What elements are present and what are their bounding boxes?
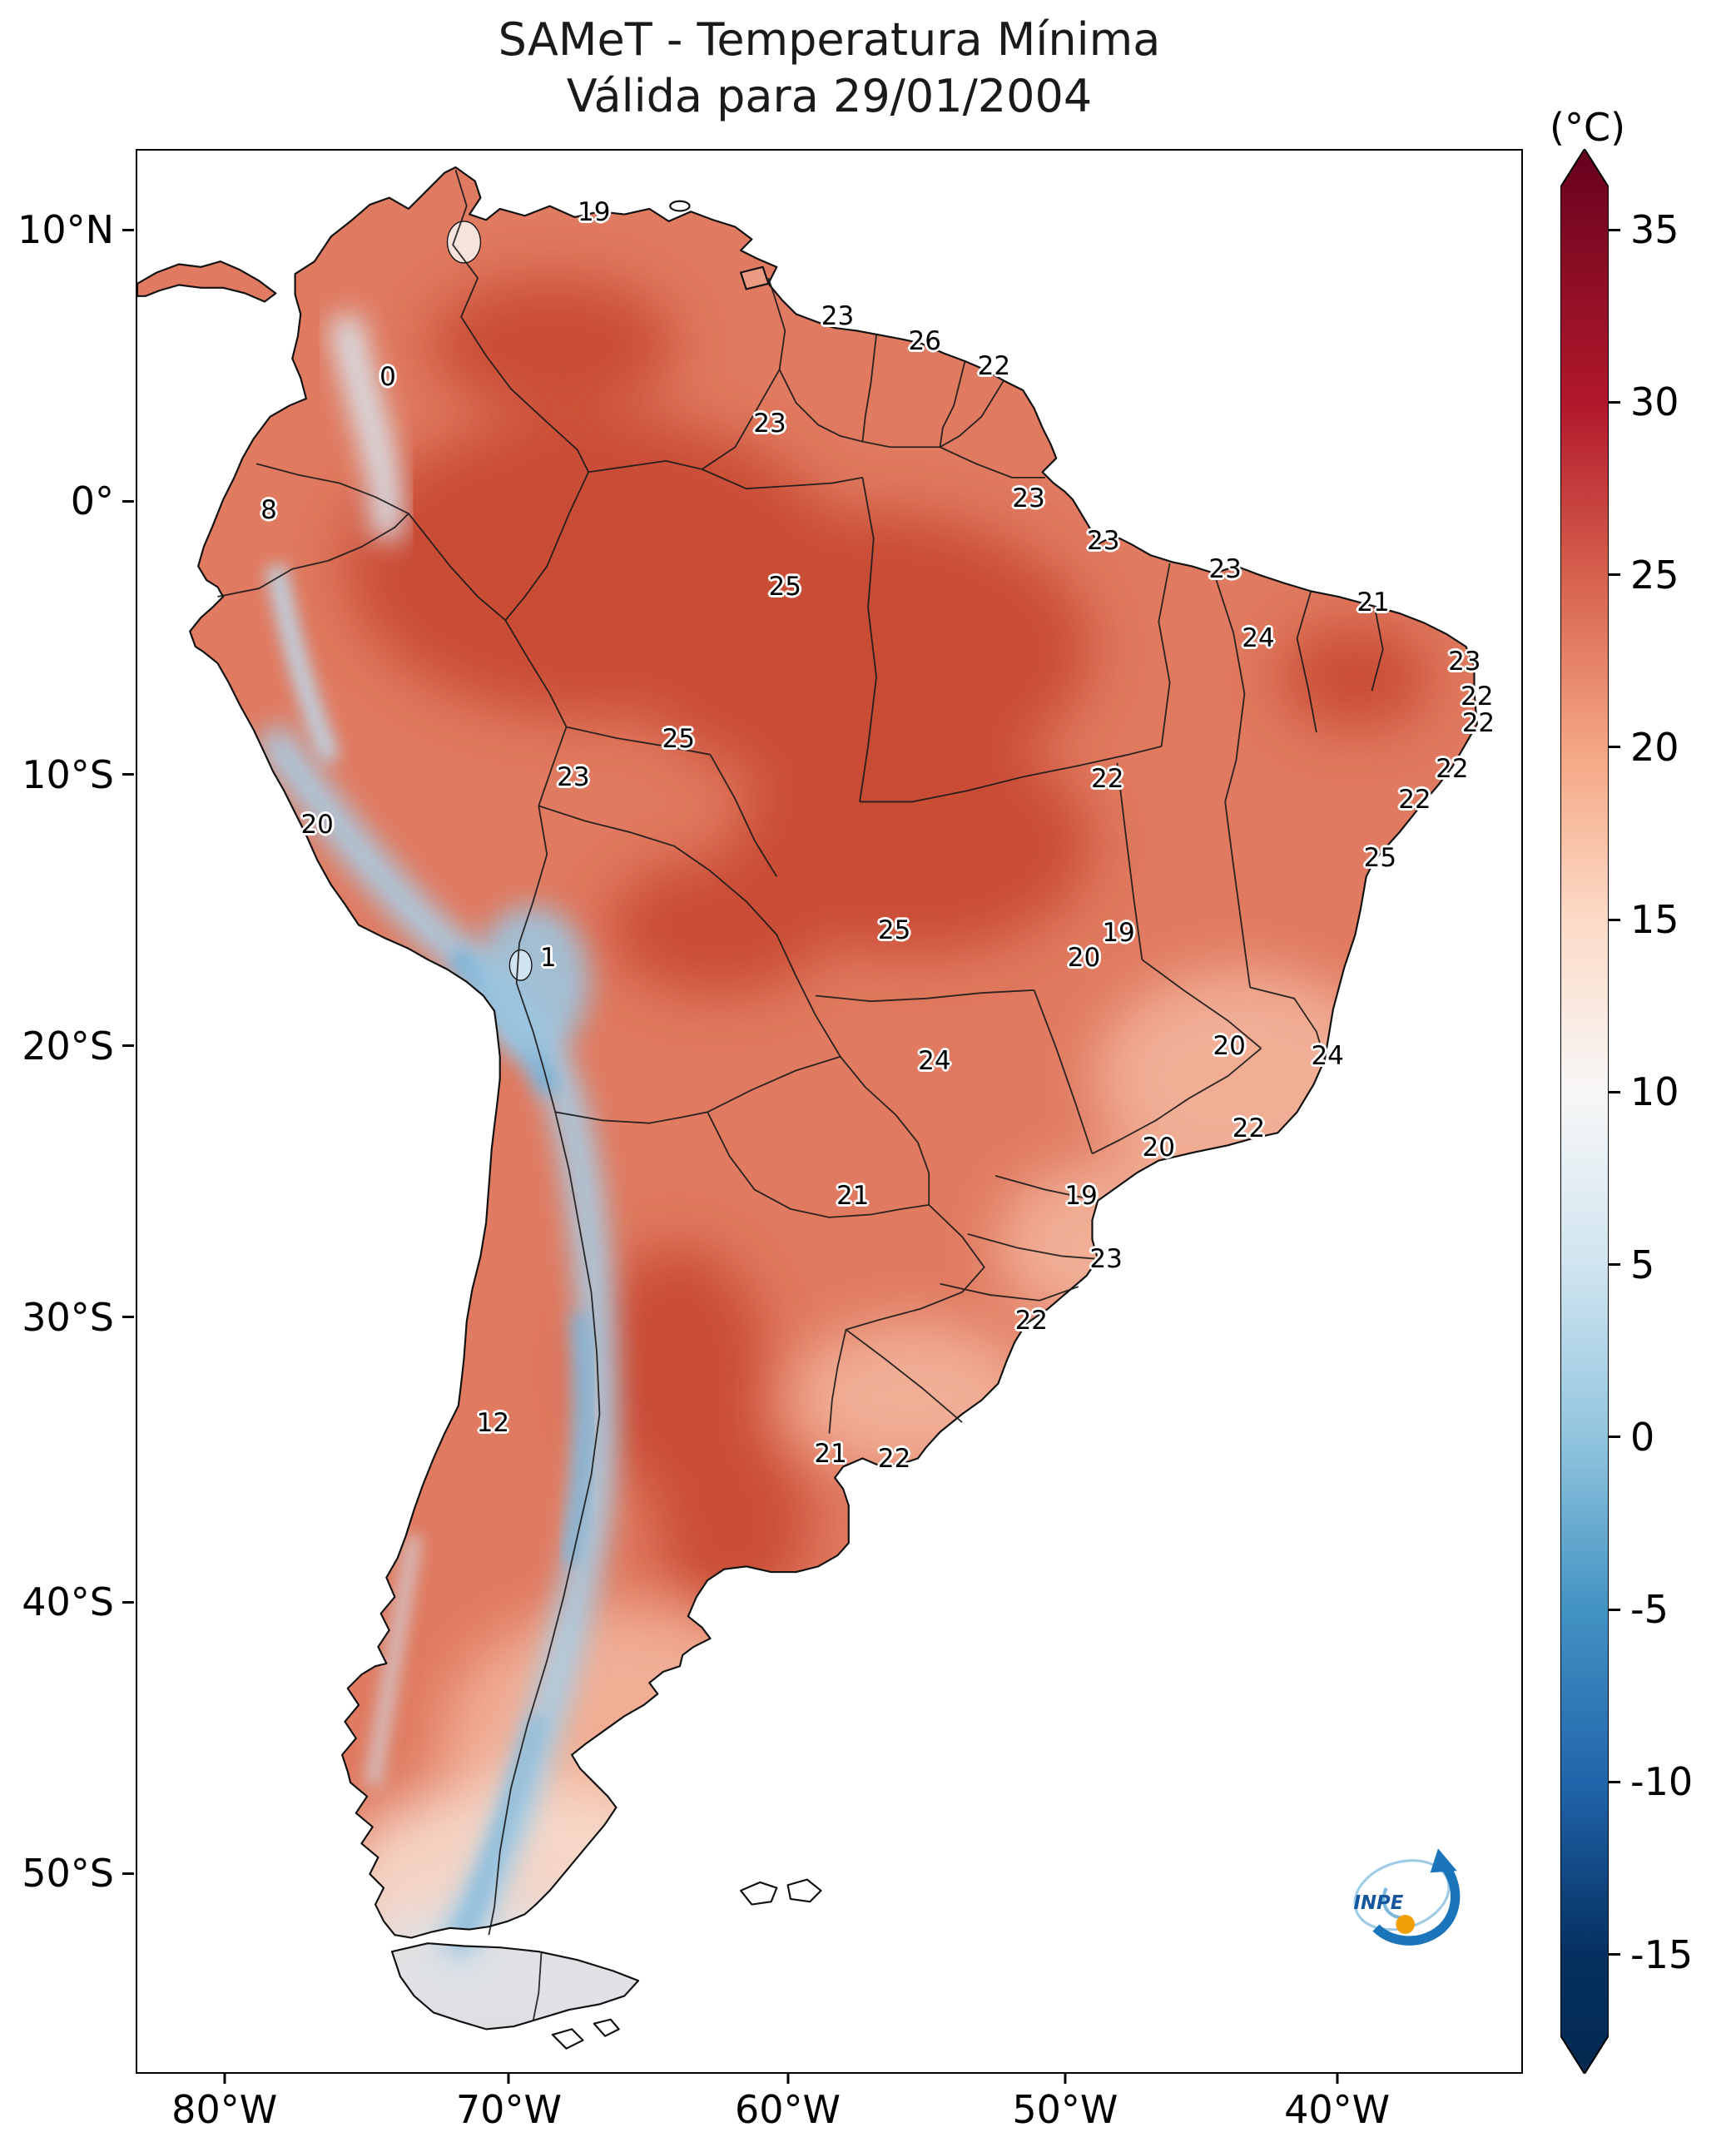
colorbar-tick-label: 15 bbox=[1630, 897, 1679, 943]
y-axis-tick: 40°S bbox=[22, 1579, 134, 1624]
colorbar-tick: 20 bbox=[1609, 725, 1679, 770]
y-axis-tick-label: 10°S bbox=[22, 751, 114, 797]
figure-title: SAMeT - Temperatura Mínima Válida para 2… bbox=[136, 12, 1523, 125]
colorbar-tick-label: -15 bbox=[1630, 1931, 1694, 1977]
x-axis: 80°W 70°W 60°W 50°W 40°W bbox=[136, 2072, 1523, 2147]
colorbar-tick-mark bbox=[1609, 746, 1620, 749]
y-axis-tick: 30°S bbox=[22, 1295, 134, 1340]
colorbar-tick-mark bbox=[1609, 1263, 1620, 1267]
inpe-swoosh-arrow bbox=[1372, 1861, 1461, 1946]
colorbar-tick-mark bbox=[1609, 1953, 1620, 1956]
title-line-2: Válida para 29/01/2004 bbox=[566, 70, 1093, 123]
political-borders bbox=[217, 170, 1384, 2021]
x-axis-tick-mark bbox=[223, 2072, 226, 2084]
y-axis-tick-mark bbox=[122, 1600, 134, 1604]
y-axis-tick-label: 20°S bbox=[22, 1023, 114, 1069]
y-axis-tick-label: 10°N bbox=[17, 207, 114, 253]
x-axis-tick-label: 70°W bbox=[455, 2087, 562, 2132]
inpe-logo-text: INPE bbox=[1353, 1892, 1403, 1914]
y-axis-tick: 50°S bbox=[22, 1851, 134, 1896]
x-axis-tick: 60°W bbox=[735, 2072, 841, 2132]
y-axis-tick-label: 0° bbox=[70, 478, 114, 524]
y-axis-tick-label: 50°S bbox=[22, 1851, 114, 1897]
inpe-orange-dot bbox=[1396, 1914, 1415, 1934]
x-axis-tick-mark bbox=[1064, 2072, 1067, 2084]
x-axis-tick: 40°W bbox=[1284, 2072, 1390, 2132]
colorbar-tick-label: 5 bbox=[1630, 1242, 1655, 1287]
colorbar-tick: -5 bbox=[1609, 1587, 1669, 1632]
colorbar-tick-mark bbox=[1609, 400, 1620, 404]
y-axis-tick: 20°S bbox=[22, 1024, 134, 1069]
colorbar-tick-label: 10 bbox=[1630, 1069, 1679, 1115]
colorbar-tick-mark bbox=[1609, 1435, 1620, 1439]
temperature-field bbox=[137, 166, 1477, 2030]
colorbar-tick-label: -10 bbox=[1630, 1759, 1694, 1805]
inpe-logo: INPE bbox=[1353, 1848, 1461, 1946]
colorbar-tick-mark bbox=[1609, 573, 1620, 577]
colorbar-ticks: 35 30 25 20 15 10 5 0 -5 -10 -15 bbox=[1609, 149, 1734, 2074]
colorbar-tick-mark bbox=[1609, 1090, 1620, 1093]
colorbar-tick: -15 bbox=[1609, 1932, 1693, 1977]
colorbar-unit-label: (°C) bbox=[1550, 105, 1626, 150]
x-axis-tick-mark bbox=[786, 2072, 789, 2084]
y-axis-tick-label: 40°S bbox=[22, 1579, 114, 1625]
colorbar-tick-label: 0 bbox=[1630, 1414, 1655, 1460]
x-axis-tick-label: 50°W bbox=[1012, 2087, 1118, 2132]
x-axis-tick: 80°W bbox=[171, 2072, 277, 2132]
x-axis-tick-label: 40°W bbox=[1284, 2087, 1391, 2132]
y-axis-tick-mark bbox=[122, 228, 134, 231]
colorbar-tick: 10 bbox=[1609, 1069, 1679, 1114]
y-axis-tick-mark bbox=[122, 1316, 134, 1319]
colorbar bbox=[1560, 149, 1609, 2074]
colorbar-tick: 0 bbox=[1609, 1415, 1654, 1460]
colorbar-tick: -10 bbox=[1609, 1759, 1693, 1804]
x-axis-tick-label: 80°W bbox=[171, 2087, 278, 2132]
y-axis-tick: 10°S bbox=[22, 752, 134, 797]
colorbar-tick: 35 bbox=[1609, 207, 1679, 252]
colorbar-tick-label: -5 bbox=[1630, 1587, 1669, 1633]
x-axis-tick-mark bbox=[1336, 2072, 1339, 2084]
y-axis-tick-mark bbox=[122, 1872, 134, 1875]
y-axis: 10°N 0° 10°S 20°S 30°S 40°S 50°S bbox=[0, 149, 134, 2074]
x-axis-tick-mark bbox=[507, 2072, 510, 2084]
colorbar-tick-mark bbox=[1609, 918, 1620, 921]
x-axis-tick: 50°W bbox=[1012, 2072, 1118, 2132]
colorbar-tick-label: 20 bbox=[1630, 724, 1679, 770]
colorbar-tick: 25 bbox=[1609, 553, 1679, 598]
colorbar-tick-label: 30 bbox=[1630, 379, 1679, 425]
colorbar-tick: 5 bbox=[1609, 1242, 1654, 1287]
colorbar-tick: 30 bbox=[1609, 379, 1679, 424]
y-axis-tick-mark bbox=[122, 499, 134, 503]
colorbar-tick-mark bbox=[1609, 1780, 1620, 1783]
colorbar-tick-mark bbox=[1609, 228, 1620, 231]
colorbar-tick-mark bbox=[1609, 1608, 1620, 1611]
title-line-1: SAMeT - Temperatura Mínima bbox=[498, 13, 1161, 66]
colorbar-gradient-bar bbox=[1560, 149, 1609, 2074]
y-axis-tick: 10°N bbox=[17, 207, 134, 252]
inpe-inner-swirl bbox=[1381, 1887, 1401, 1920]
x-axis-tick: 70°W bbox=[456, 2072, 562, 2132]
colorbar-tick-label: 25 bbox=[1630, 552, 1679, 598]
x-axis-tick-label: 60°W bbox=[734, 2087, 841, 2132]
colorbar-tick: 15 bbox=[1609, 897, 1679, 942]
y-axis-tick: 0° bbox=[71, 478, 134, 523]
y-axis-tick-mark bbox=[122, 773, 134, 776]
south-america-map bbox=[137, 166, 1478, 2050]
colorbar-tick-label: 35 bbox=[1630, 207, 1679, 253]
map-plot: 19 23 26 22 0 23 23 8 23 23 25 21 24 23 22 22 25 23 22 22 22… bbox=[136, 149, 1523, 2074]
inpe-arrowhead bbox=[1430, 1848, 1457, 1873]
y-axis-tick-label: 30°S bbox=[22, 1294, 114, 1340]
y-axis-tick-mark bbox=[122, 1044, 134, 1048]
